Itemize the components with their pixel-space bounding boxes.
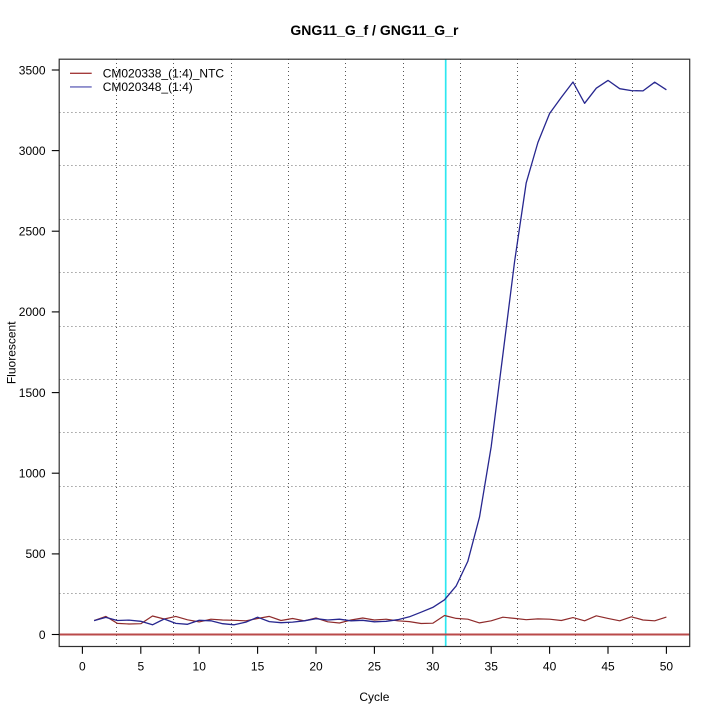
- svg-text:Cycle: Cycle: [359, 690, 389, 704]
- svg-text:25: 25: [368, 660, 382, 674]
- svg-text:40: 40: [543, 660, 557, 674]
- svg-text:1500: 1500: [19, 386, 46, 400]
- svg-text:50: 50: [660, 660, 674, 674]
- svg-text:0: 0: [39, 628, 46, 642]
- svg-text:1000: 1000: [19, 467, 46, 481]
- svg-text:2500: 2500: [19, 225, 46, 239]
- svg-text:500: 500: [25, 547, 45, 561]
- svg-text:GNG11_G_f / GNG11_G_r: GNG11_G_f / GNG11_G_r: [290, 22, 459, 38]
- svg-text:5: 5: [137, 660, 144, 674]
- svg-text:10: 10: [193, 660, 207, 674]
- svg-text:CM020348_(1:4): CM020348_(1:4): [103, 80, 193, 94]
- svg-text:30: 30: [426, 660, 440, 674]
- svg-text:3000: 3000: [19, 144, 46, 158]
- svg-text:2000: 2000: [19, 305, 46, 319]
- svg-text:35: 35: [485, 660, 499, 674]
- svg-text:15: 15: [251, 660, 265, 674]
- svg-text:CM020338_(1:4)_NTC: CM020338_(1:4)_NTC: [103, 67, 225, 81]
- svg-text:0: 0: [79, 660, 86, 674]
- svg-text:Fluorescent: Fluorescent: [5, 321, 19, 384]
- svg-text:45: 45: [601, 660, 615, 674]
- svg-text:20: 20: [309, 660, 323, 674]
- svg-text:3500: 3500: [19, 63, 46, 77]
